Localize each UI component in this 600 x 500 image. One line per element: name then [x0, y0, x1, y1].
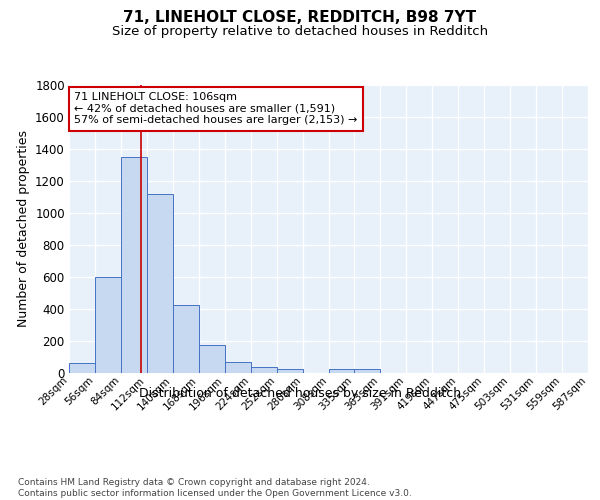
- Bar: [199, 346, 225, 372]
- Bar: [121, 157, 147, 372]
- Bar: [354, 370, 380, 372]
- Y-axis label: Number of detached properties: Number of detached properties: [17, 130, 29, 327]
- Text: Distribution of detached houses by size in Redditch: Distribution of detached houses by size …: [139, 388, 461, 400]
- Bar: [277, 370, 303, 372]
- Bar: [251, 367, 277, 372]
- Text: 71, LINEHOLT CLOSE, REDDITCH, B98 7YT: 71, LINEHOLT CLOSE, REDDITCH, B98 7YT: [124, 10, 476, 25]
- Bar: [147, 194, 173, 372]
- Text: 71 LINEHOLT CLOSE: 106sqm
← 42% of detached houses are smaller (1,591)
57% of se: 71 LINEHOLT CLOSE: 106sqm ← 42% of detac…: [74, 92, 358, 126]
- Bar: [173, 306, 199, 372]
- Bar: [69, 363, 95, 372]
- Text: Contains HM Land Registry data © Crown copyright and database right 2024.
Contai: Contains HM Land Registry data © Crown c…: [18, 478, 412, 498]
- Text: Size of property relative to detached houses in Redditch: Size of property relative to detached ho…: [112, 25, 488, 38]
- Bar: [225, 362, 251, 372]
- Bar: [329, 370, 354, 372]
- Bar: [95, 276, 121, 372]
